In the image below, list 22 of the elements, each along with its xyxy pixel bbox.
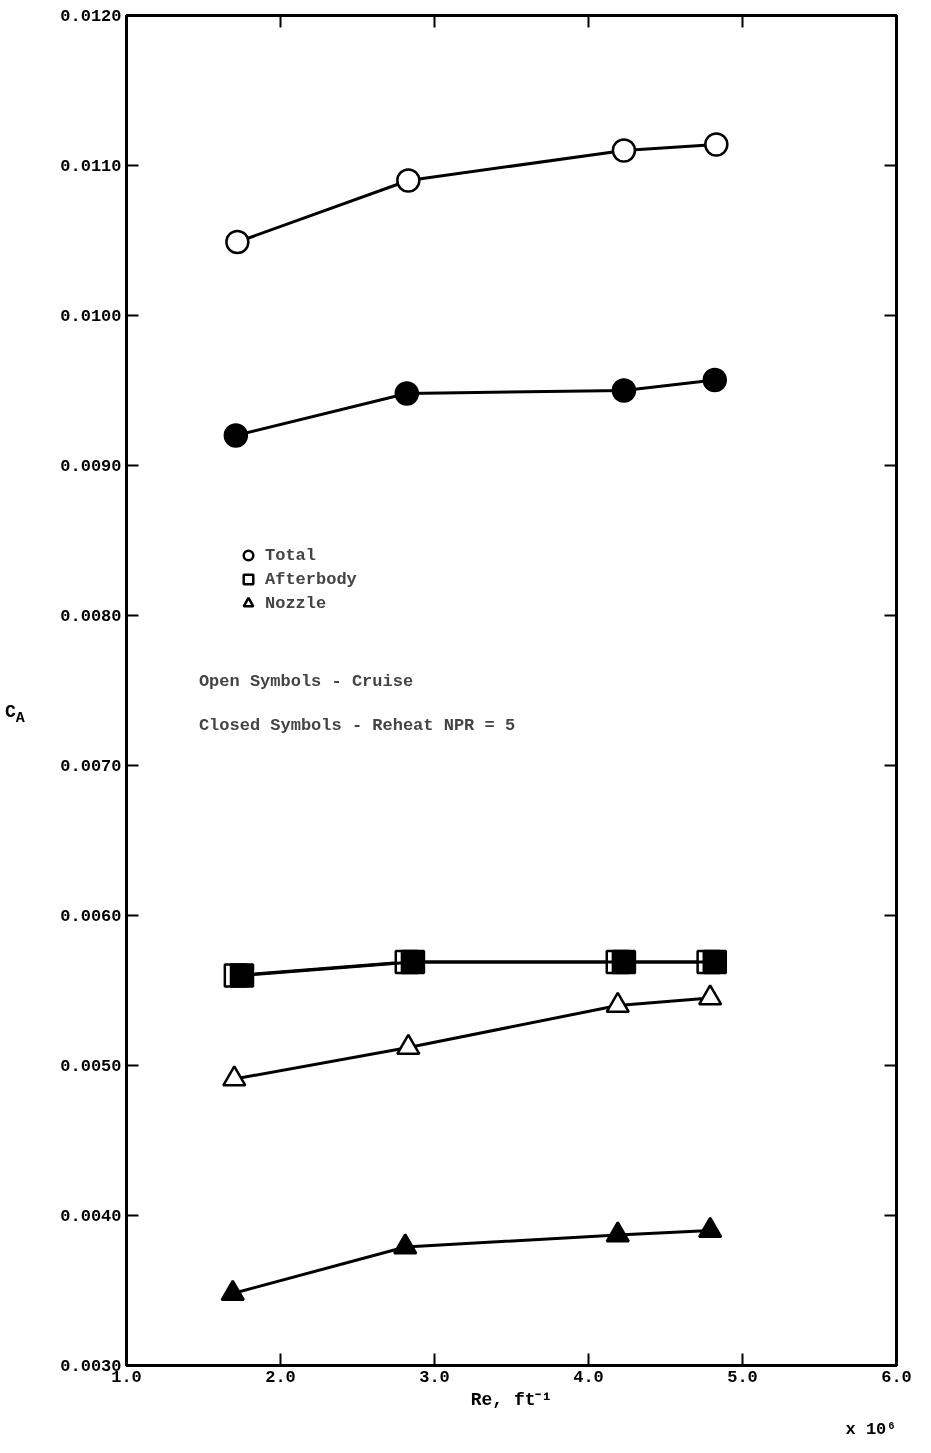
x-tick-label: 5.0 — [727, 1367, 758, 1387]
y-tick-label: 0.0080 — [60, 607, 122, 626]
x-axis-title: Re, ft⁻¹ — [470, 1389, 553, 1410]
x-tick-label: 4.0 — [573, 1367, 604, 1387]
y-tick-label: 0.0040 — [60, 1207, 122, 1226]
y-tick-label: 0.0090 — [60, 457, 122, 476]
x-tick-label: 3.0 — [419, 1367, 450, 1387]
y-tick-label: 0.0120 — [60, 7, 122, 26]
legend-label: Total — [265, 545, 317, 565]
text: x 10⁶ — [845, 1419, 897, 1439]
annotation: Open Symbols - Cruise — [198, 671, 414, 691]
y-axis-title: C$_{A}$ — [5, 701, 25, 729]
y-tick-label: 0.0050 — [60, 1057, 122, 1076]
legend-label: Afterbody — [265, 569, 357, 589]
y-tick-label: 0.0070 — [60, 757, 122, 776]
annotation: Closed Symbols - Reheat NPR = 5 — [198, 716, 516, 736]
x-tick-label: 2.0 — [265, 1367, 296, 1387]
legend-label: Nozzle — [265, 593, 327, 613]
y-tick-label: 0.0100 — [60, 307, 122, 326]
y-tick-label: 0.0110 — [60, 157, 122, 176]
x-tick-label: 6.0 — [881, 1367, 912, 1387]
y-tick-label: 0.0060 — [60, 907, 122, 926]
